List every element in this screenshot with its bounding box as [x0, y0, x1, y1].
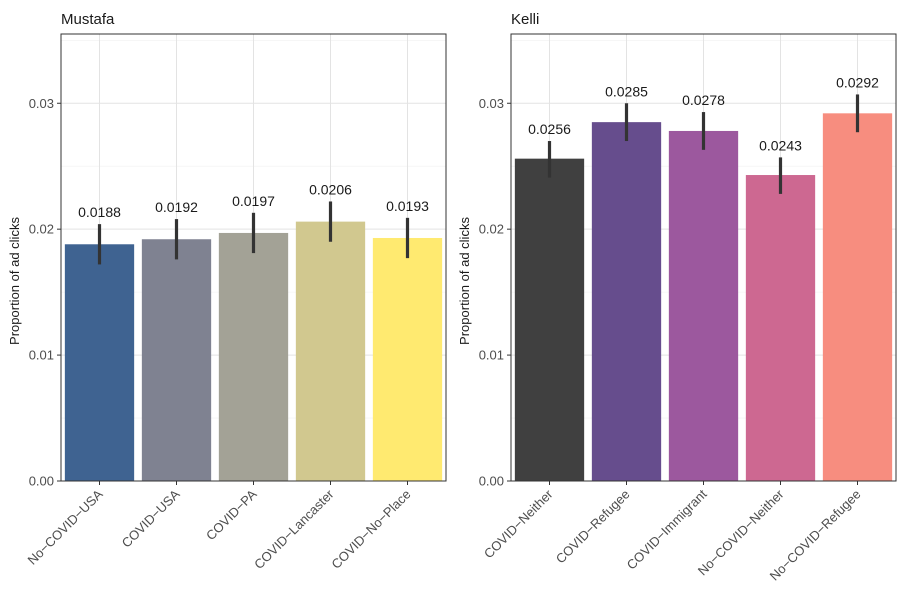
panel-title: Kelli	[511, 11, 539, 28]
bar-value-label: 0.0243	[759, 137, 802, 153]
y-tick-label: 0.01	[29, 348, 54, 363]
x-tick-label: COVID−No−Place	[328, 487, 413, 572]
bar-value-label: 0.0188	[78, 204, 121, 220]
bar-value-label: 0.0193	[386, 198, 429, 214]
panel-kelli: Kelli Proportion of ad clicks 0.02560.02…	[457, 11, 897, 583]
bar	[668, 130, 739, 481]
y-tick-label: 0.00	[479, 474, 504, 489]
panel-title: Mustafa	[61, 11, 115, 28]
bar	[514, 158, 585, 481]
bar	[745, 175, 816, 482]
y-tick-label: 0.01	[479, 348, 504, 363]
plot-area: 0.0188 0.0192 0.0197 0.0206 0.0193	[60, 33, 447, 482]
panel-mustafa: Mustafa Proportion of ad clicks 0.0188 0.…	[7, 11, 447, 572]
plot-area: 0.0256 0.0285 0.0278 0.0243 0.0292	[510, 33, 897, 482]
x-tick-label: COVID−Immigrant	[624, 486, 710, 572]
x-tick-label: No−COVID−USA	[25, 486, 106, 567]
x-tick-label: COVID−USA	[119, 486, 183, 550]
x-tick-label: No−COVID−Neither	[695, 486, 787, 578]
x-tick-label: COVID−Refugee	[553, 487, 633, 567]
bar-value-label: 0.0285	[605, 83, 648, 99]
y-tick-label: 0.03	[29, 96, 54, 111]
bar	[64, 244, 135, 481]
bar	[141, 239, 212, 481]
y-tick-label: 0.02	[479, 222, 504, 237]
x-tick-label: COVID−PA	[203, 486, 260, 543]
bar-value-label: 0.0292	[836, 74, 879, 90]
y-tick-label: 0.03	[479, 96, 504, 111]
x-tick-label: COVID−Lancaster	[251, 486, 337, 572]
x-tick-label: COVID−Neither	[481, 486, 556, 561]
bar-value-label: 0.0192	[155, 199, 198, 215]
bar-value-label: 0.0197	[232, 193, 275, 209]
bar-value-label: 0.0278	[682, 92, 725, 108]
y-axis-title: Proportion of ad clicks	[457, 217, 472, 345]
bar-value-label: 0.0206	[309, 181, 352, 197]
bar	[295, 221, 366, 482]
y-tick-label: 0.00	[29, 474, 54, 489]
bar-value-label: 0.0256	[528, 121, 571, 137]
bar	[372, 237, 443, 481]
bar	[822, 113, 893, 482]
bar	[591, 122, 662, 482]
bar	[218, 232, 289, 481]
y-axis-title: Proportion of ad clicks	[7, 217, 22, 345]
y-tick-label: 0.02	[29, 222, 54, 237]
